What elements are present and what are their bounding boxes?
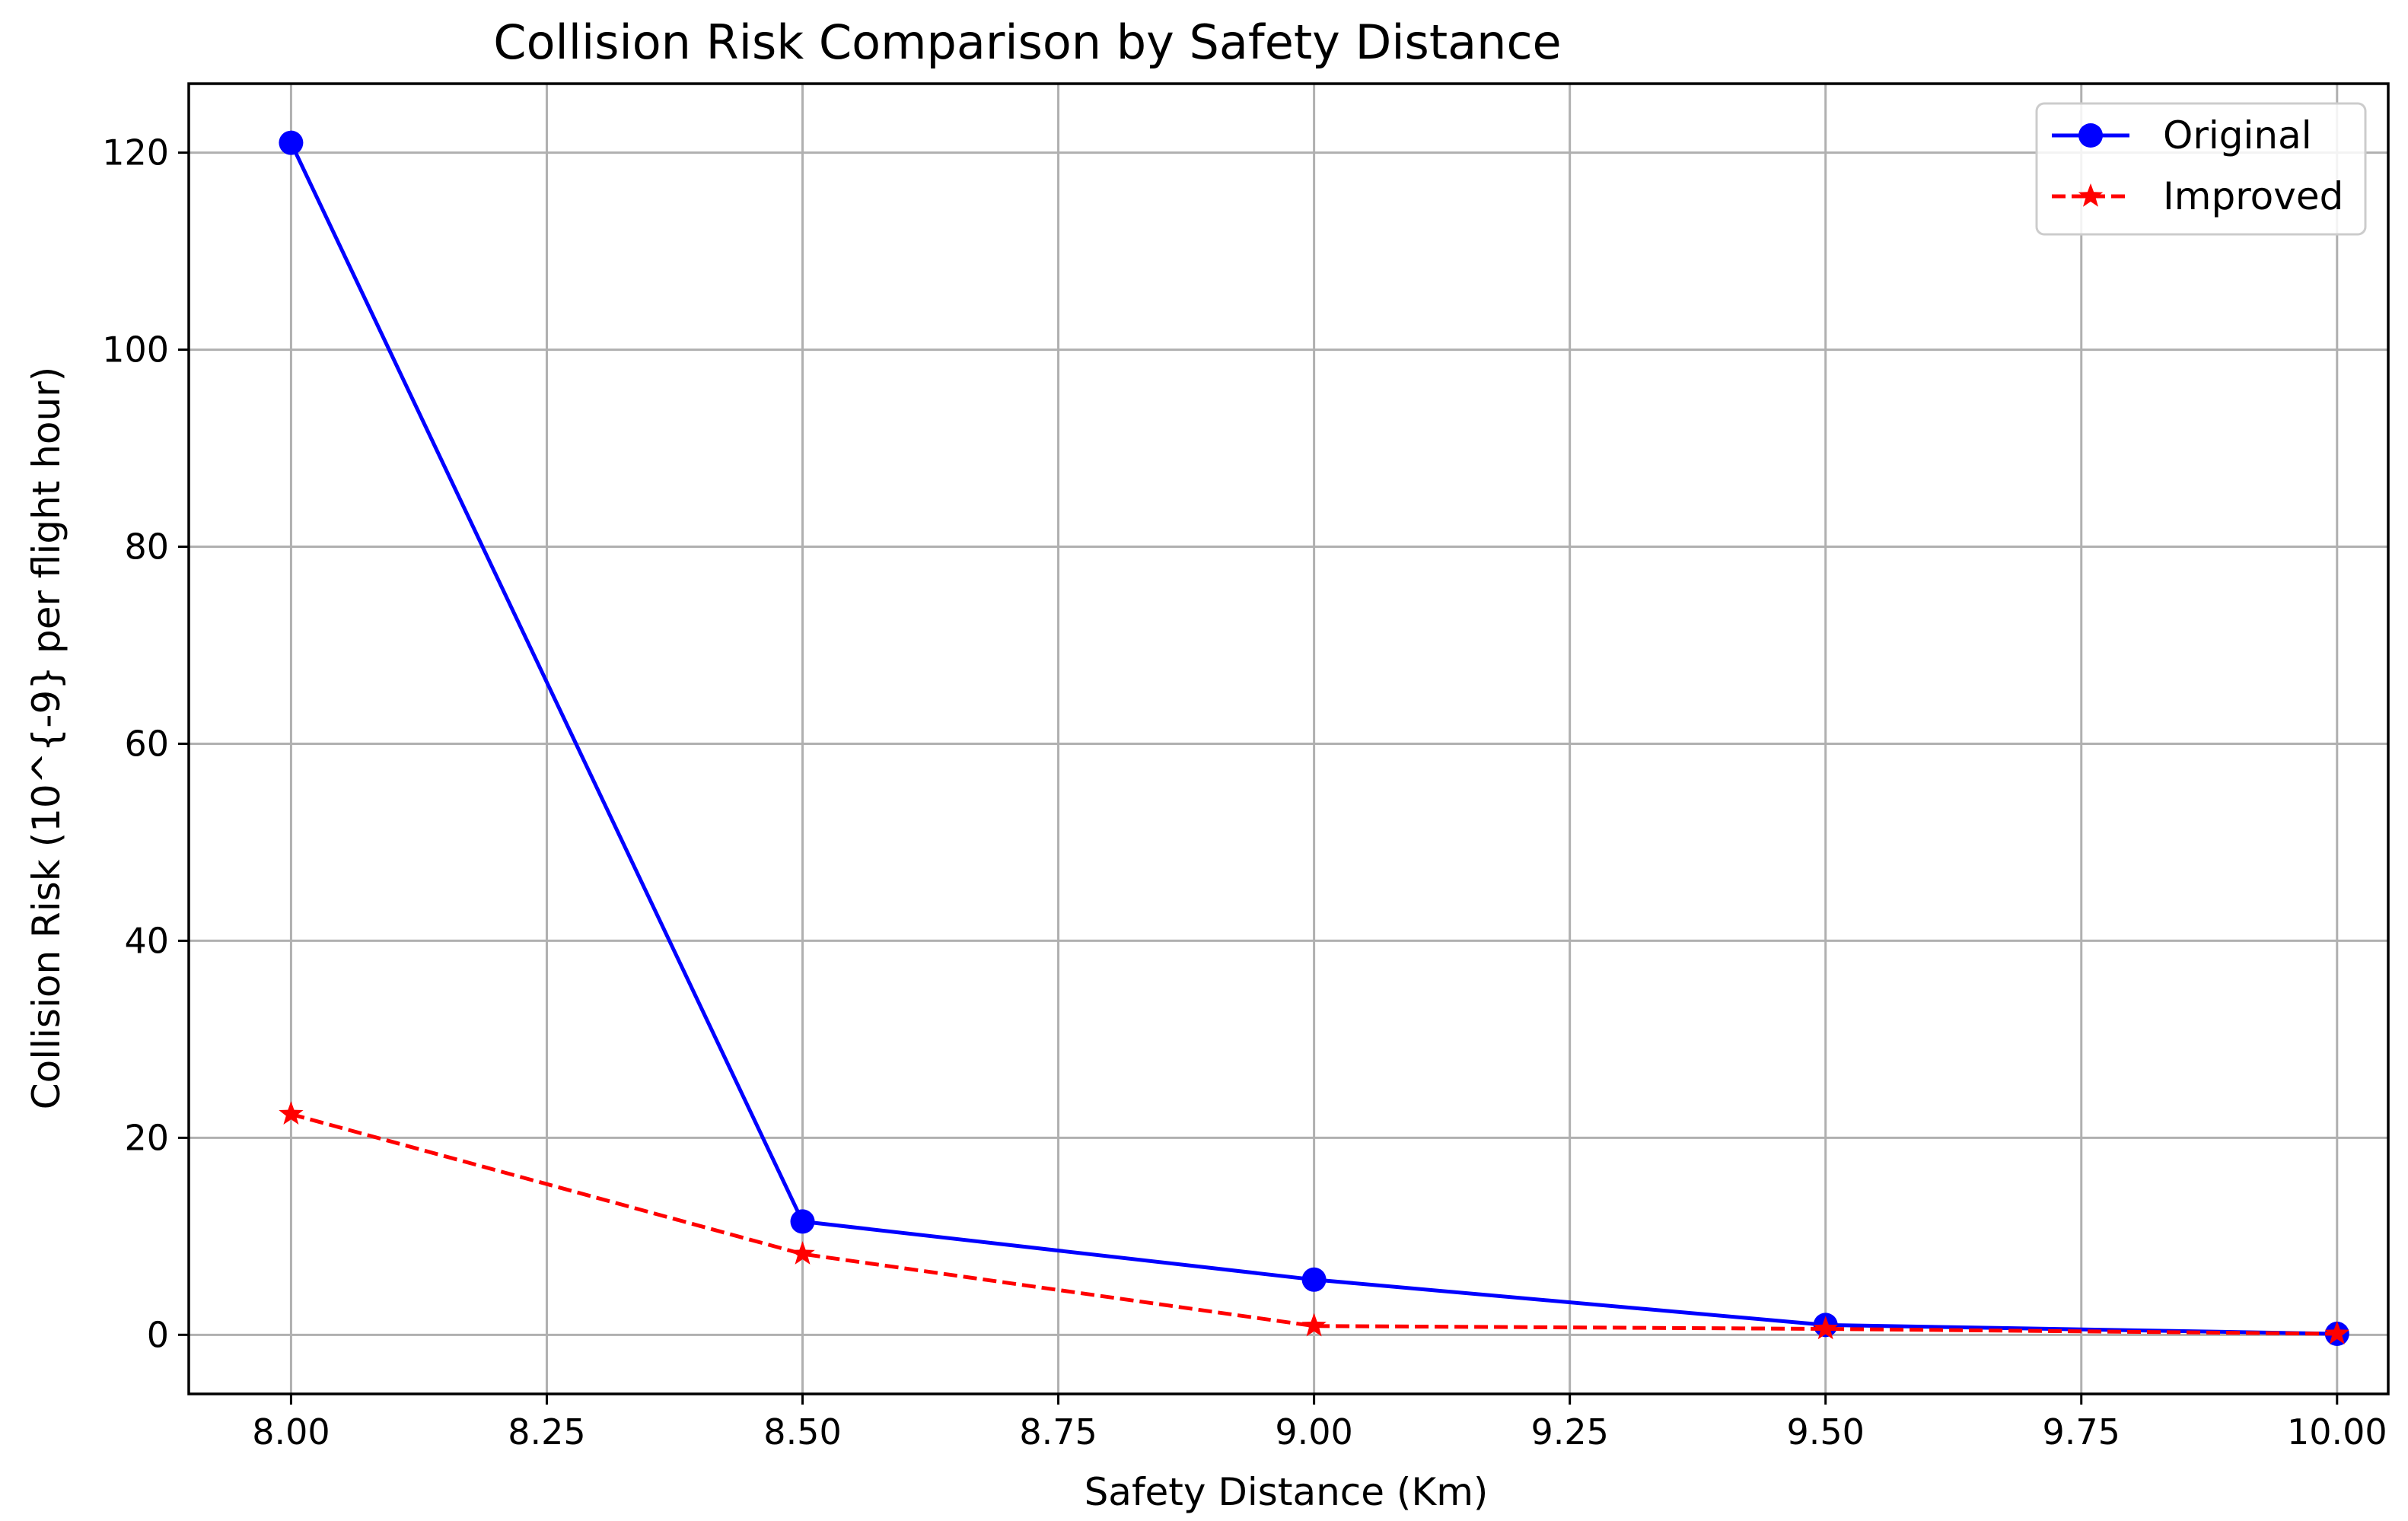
series-layer bbox=[279, 130, 2349, 1347]
y-tick-label: 120 bbox=[102, 132, 169, 173]
legend-label-original: Original bbox=[2163, 113, 2312, 158]
series-original bbox=[279, 130, 2349, 1347]
data-point-original bbox=[1301, 1267, 1327, 1292]
data-point-original bbox=[790, 1209, 815, 1234]
x-tick-label: 9.00 bbox=[1275, 1411, 1352, 1453]
x-tick-label: 8.75 bbox=[1019, 1411, 1097, 1453]
y-tick-label: 80 bbox=[124, 527, 169, 568]
series-improved bbox=[279, 1101, 2349, 1344]
data-point-improved bbox=[279, 1101, 304, 1125]
x-tick-label: 8.25 bbox=[508, 1411, 585, 1453]
x-tick-label: 8.00 bbox=[252, 1411, 330, 1453]
legend-marker-original bbox=[2078, 123, 2103, 148]
chart-title: Collision Risk Comparison by Safety Dist… bbox=[493, 14, 1561, 70]
x-tick-label: 9.50 bbox=[1786, 1411, 1864, 1453]
x-tick-label: 10.00 bbox=[2287, 1411, 2387, 1453]
x-tick-label: 9.75 bbox=[2043, 1411, 2120, 1453]
legend-marker-improved bbox=[2078, 183, 2104, 207]
data-point-improved bbox=[790, 1241, 815, 1265]
x-tick-label: 9.25 bbox=[1530, 1411, 1608, 1453]
axis-ticks: 8.00 8.25 8.50 8.75 9.00 9.25 9.50 9.75 10.00 0 20… bbox=[102, 132, 2387, 1453]
data-point-original bbox=[279, 130, 304, 155]
y-tick-label: 40 bbox=[124, 920, 169, 961]
series-line-improved bbox=[290, 1112, 2337, 1336]
y-tick-label: 60 bbox=[124, 723, 169, 764]
y-tick-label: 0 bbox=[147, 1314, 169, 1355]
y-tick-label: 20 bbox=[124, 1117, 169, 1158]
x-axis-label: Safety Distance (Km) bbox=[1085, 1470, 1489, 1514]
y-tick-label: 100 bbox=[102, 329, 169, 371]
legend-label-improved: Improved bbox=[2163, 174, 2343, 218]
grid bbox=[189, 84, 2388, 1394]
data-point-improved bbox=[1813, 1316, 1838, 1340]
x-tick-label: 8.50 bbox=[763, 1411, 841, 1453]
plot-frame bbox=[187, 82, 2390, 1395]
legend: Original Improved bbox=[2035, 102, 2367, 236]
data-point-improved bbox=[1301, 1313, 1327, 1337]
data-point-improved bbox=[2324, 1321, 2349, 1344]
y-axis-label: Collision Risk (10^{-9} per flight hour) bbox=[24, 367, 68, 1110]
